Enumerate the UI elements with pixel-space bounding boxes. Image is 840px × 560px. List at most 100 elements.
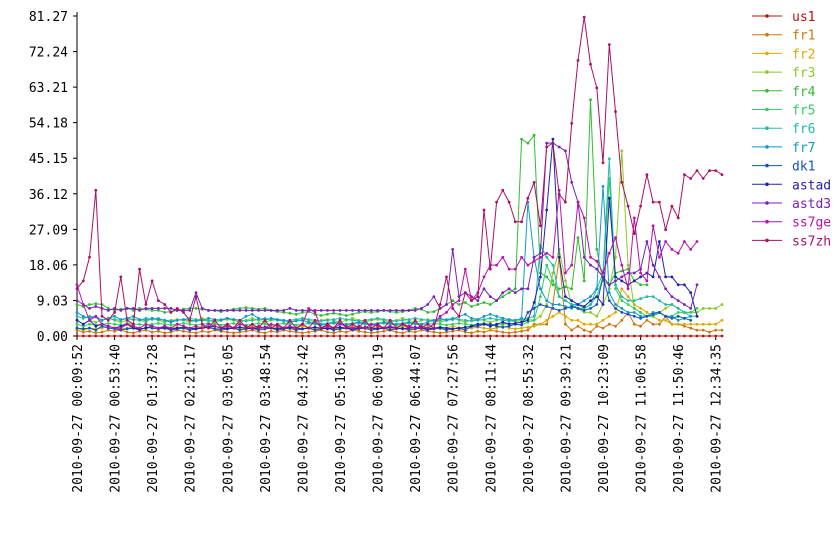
data-point xyxy=(601,161,605,165)
data-point xyxy=(332,328,336,332)
data-point xyxy=(225,327,229,331)
data-point xyxy=(482,334,486,338)
data-point xyxy=(276,334,279,338)
data-point xyxy=(457,303,461,306)
data-point xyxy=(457,326,461,330)
data-point xyxy=(639,311,642,314)
data-point xyxy=(138,334,142,338)
data-point xyxy=(632,311,636,314)
data-point xyxy=(714,169,718,173)
data-point xyxy=(639,314,642,318)
data-point xyxy=(463,330,467,334)
series-fr6 xyxy=(75,157,699,323)
data-point xyxy=(676,318,680,322)
data-point xyxy=(539,275,542,279)
data-point xyxy=(100,330,104,334)
x-tick-label: 2010-09-27 03:05:05 xyxy=(221,344,236,493)
data-point xyxy=(551,279,555,283)
data-point xyxy=(564,334,567,338)
y-tick-label: 9.03 xyxy=(37,294,68,309)
data-point xyxy=(607,334,611,338)
data-point xyxy=(595,86,599,90)
data-point xyxy=(695,328,699,332)
data-point xyxy=(157,334,160,338)
data-point xyxy=(169,326,173,330)
data-point xyxy=(614,311,617,314)
data-point xyxy=(676,334,680,338)
legend-label: fr5 xyxy=(792,104,815,119)
legend-label: ss7ge xyxy=(792,216,831,231)
data-point xyxy=(664,318,667,322)
data-point xyxy=(670,275,674,279)
data-point xyxy=(313,309,317,312)
data-point xyxy=(395,311,398,314)
data-point xyxy=(595,295,599,298)
data-point xyxy=(200,326,204,330)
data-point xyxy=(532,334,536,338)
data-point xyxy=(163,311,167,314)
data-point xyxy=(582,328,586,332)
data-point xyxy=(532,133,536,137)
data-point xyxy=(344,330,348,334)
data-point xyxy=(670,303,674,306)
data-point xyxy=(119,309,123,312)
data-point xyxy=(357,309,361,312)
data-point xyxy=(157,309,160,312)
data-point xyxy=(301,327,304,331)
data-point xyxy=(194,319,198,323)
data-point xyxy=(507,291,511,295)
data-point xyxy=(539,295,542,298)
x-tick-label: 2010-09-27 10:23:09 xyxy=(597,344,612,493)
data-point xyxy=(244,334,248,338)
data-point xyxy=(369,331,373,335)
legend-marker xyxy=(765,219,769,224)
data-point xyxy=(589,334,592,338)
data-point xyxy=(457,334,461,338)
data-point xyxy=(689,318,693,322)
data-point xyxy=(175,318,179,322)
data-point xyxy=(639,297,642,300)
data-point xyxy=(106,334,110,338)
data-point xyxy=(207,316,210,320)
data-point xyxy=(313,334,317,338)
data-point xyxy=(81,279,85,283)
data-point xyxy=(526,287,530,291)
data-point xyxy=(238,328,242,332)
data-point xyxy=(482,301,486,304)
data-point xyxy=(457,299,461,302)
legend-label: fr6 xyxy=(792,122,815,137)
data-point xyxy=(664,275,667,279)
legend-marker xyxy=(765,70,769,74)
data-point xyxy=(551,303,555,306)
data-point xyxy=(244,319,248,323)
data-point xyxy=(614,287,617,291)
data-point xyxy=(407,334,411,338)
data-point xyxy=(614,279,617,283)
data-point xyxy=(388,309,392,312)
data-point xyxy=(81,322,85,326)
data-point xyxy=(445,275,448,279)
data-point xyxy=(576,200,580,204)
data-point xyxy=(532,301,536,304)
data-point xyxy=(94,331,98,335)
data-point xyxy=(570,305,574,308)
data-point xyxy=(125,318,129,322)
data-point xyxy=(94,305,98,308)
data-point xyxy=(338,309,342,312)
data-point xyxy=(670,314,674,318)
y-tick-label: 36.12 xyxy=(29,188,68,203)
data-point xyxy=(570,181,574,184)
data-point xyxy=(683,324,686,328)
data-point xyxy=(288,324,292,328)
data-point xyxy=(683,173,686,177)
data-point xyxy=(225,324,229,328)
data-point xyxy=(595,314,599,318)
data-point xyxy=(720,173,724,177)
data-point xyxy=(639,283,642,287)
data-point xyxy=(495,263,498,267)
data-point xyxy=(651,224,655,228)
data-point xyxy=(132,322,135,326)
data-point xyxy=(351,312,354,316)
data-point xyxy=(683,322,686,326)
data-point xyxy=(132,331,135,335)
